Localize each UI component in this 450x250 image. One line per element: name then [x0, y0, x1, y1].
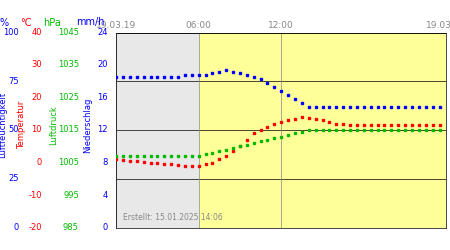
Text: mm/h: mm/h: [76, 18, 104, 28]
Bar: [116, 32, 198, 228]
Text: 1005: 1005: [58, 158, 79, 167]
Text: 0: 0: [14, 223, 19, 232]
Text: 0: 0: [103, 223, 108, 232]
Text: -20: -20: [28, 223, 42, 232]
Text: -10: -10: [28, 190, 42, 200]
Bar: [198, 32, 446, 228]
Text: 30: 30: [31, 60, 42, 70]
Text: 1025: 1025: [58, 93, 79, 102]
Text: 20: 20: [32, 93, 42, 102]
Text: 1015: 1015: [58, 126, 79, 134]
Text: 40: 40: [32, 28, 42, 37]
Text: Erstellt: 15.01.2025 14:06: Erstellt: 15.01.2025 14:06: [123, 213, 223, 222]
Text: 12: 12: [98, 126, 108, 134]
Text: 1035: 1035: [58, 60, 79, 70]
Text: 995: 995: [63, 190, 79, 200]
Text: Niederschlag: Niederschlag: [83, 97, 92, 153]
Text: 100: 100: [3, 28, 19, 37]
Text: 24: 24: [98, 28, 108, 37]
Text: 10: 10: [32, 126, 42, 134]
Text: 1045: 1045: [58, 28, 79, 37]
Text: 985: 985: [63, 223, 79, 232]
Text: hPa: hPa: [43, 18, 61, 28]
Text: %: %: [0, 18, 9, 28]
Text: Temperatur: Temperatur: [17, 101, 26, 149]
Text: 25: 25: [9, 174, 19, 183]
Text: Luftdruck: Luftdruck: [50, 105, 58, 145]
Text: °C: °C: [20, 18, 32, 28]
Text: 8: 8: [103, 158, 108, 167]
Text: 20: 20: [98, 60, 108, 70]
Text: Luftfeuchtigkeit: Luftfeuchtigkeit: [0, 92, 7, 158]
Text: 75: 75: [8, 77, 19, 86]
Text: 50: 50: [9, 126, 19, 134]
Text: 16: 16: [97, 93, 108, 102]
Text: 0: 0: [36, 158, 42, 167]
Text: 4: 4: [103, 190, 108, 200]
